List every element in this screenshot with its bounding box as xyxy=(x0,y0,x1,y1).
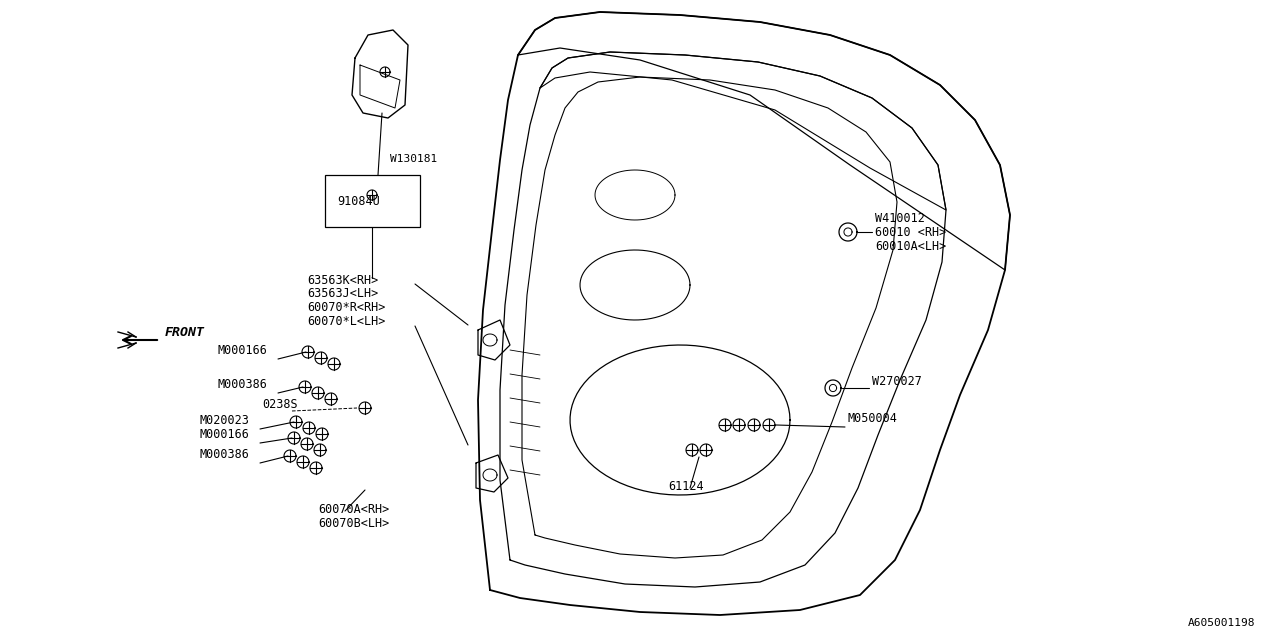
Text: M020023: M020023 xyxy=(200,414,250,427)
Text: 63563J<LH>: 63563J<LH> xyxy=(307,287,379,300)
Text: W270027: W270027 xyxy=(872,375,922,388)
Text: FRONT: FRONT xyxy=(165,326,205,339)
Text: M000166: M000166 xyxy=(218,344,268,357)
Text: 61124: 61124 xyxy=(668,480,704,493)
Text: 60070A<RH>: 60070A<RH> xyxy=(317,503,389,516)
Text: W410012: W410012 xyxy=(876,212,925,225)
Text: A605001198: A605001198 xyxy=(1188,618,1254,628)
Text: W130181: W130181 xyxy=(390,154,438,164)
Text: 63563K<RH>: 63563K<RH> xyxy=(307,274,379,287)
Text: M000386: M000386 xyxy=(218,378,268,391)
Text: 60010 <RH>: 60010 <RH> xyxy=(876,226,946,239)
Text: M000386: M000386 xyxy=(200,448,250,461)
Text: 60010A<LH>: 60010A<LH> xyxy=(876,240,946,253)
Text: M000166: M000166 xyxy=(200,428,250,441)
Text: 0238S: 0238S xyxy=(262,398,298,411)
Text: 60070B<LH>: 60070B<LH> xyxy=(317,517,389,530)
Text: 91084U: 91084U xyxy=(337,195,380,208)
Text: M050004: M050004 xyxy=(849,412,897,425)
Text: 60070*R<RH>: 60070*R<RH> xyxy=(307,301,385,314)
Bar xyxy=(325,175,420,227)
Text: 60070*L<LH>: 60070*L<LH> xyxy=(307,315,385,328)
